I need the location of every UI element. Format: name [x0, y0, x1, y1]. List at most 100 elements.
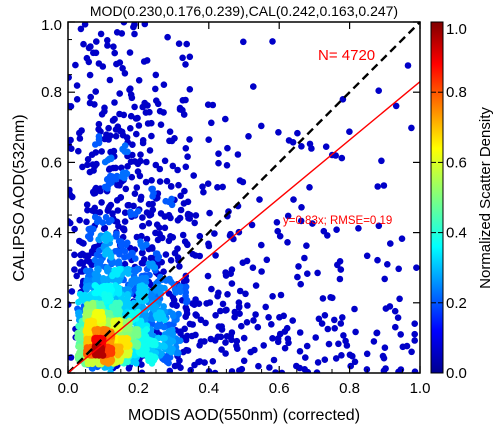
scatter-point — [370, 338, 378, 345]
scatter-point — [91, 186, 99, 193]
scatter-point — [302, 354, 309, 361]
scatter-point — [339, 314, 346, 321]
scatter-point — [223, 162, 231, 169]
scatter-point — [156, 165, 164, 173]
scatter-point — [245, 133, 252, 140]
scatter-point — [82, 267, 90, 275]
scatter-point — [319, 295, 327, 302]
scatter-point — [160, 342, 167, 349]
scatter-point — [135, 122, 143, 129]
scatter-point — [138, 361, 145, 368]
scatter-point — [112, 164, 119, 172]
scatter-point — [332, 152, 340, 159]
scatter-point — [91, 282, 99, 289]
scatter-point — [183, 306, 191, 314]
scatter-point — [254, 323, 262, 331]
scatter-point — [107, 369, 114, 373]
scatter-point — [202, 319, 209, 327]
scatter-point — [252, 282, 260, 289]
scatter-point — [166, 327, 173, 335]
scatter-point — [255, 362, 262, 370]
scatter-point — [212, 252, 219, 259]
scatter-point — [170, 296, 178, 304]
scatter-point — [90, 167, 97, 174]
scatter-point — [68, 219, 74, 227]
scatter-point — [175, 310, 182, 318]
scatter-point — [83, 283, 90, 290]
scatter-point — [397, 331, 405, 338]
scatter-point — [111, 115, 118, 123]
scatter-point — [119, 65, 126, 72]
scatter-point — [71, 266, 78, 273]
scatter-point — [411, 320, 419, 328]
scatter-point — [337, 320, 345, 327]
scatter-point — [121, 209, 129, 216]
scatter-point — [133, 339, 140, 346]
colorbar-label: Normalized Scatter Density — [477, 107, 494, 289]
scatter-point — [203, 300, 210, 307]
scatter-point — [121, 218, 129, 225]
scatter-point — [374, 183, 382, 190]
scatter-point — [222, 115, 229, 123]
scatter-point — [152, 85, 159, 93]
scatter-point — [88, 261, 95, 269]
scatter-point — [346, 128, 353, 135]
scatter-point — [297, 280, 305, 288]
scatter-point — [154, 100, 162, 108]
scatter-point — [240, 357, 248, 365]
scatter-point — [119, 169, 127, 177]
scatter-point — [189, 250, 197, 258]
scatter-point — [381, 275, 389, 283]
scatter-point — [83, 201, 91, 208]
scatter-point — [160, 268, 167, 276]
scatter-point — [298, 204, 305, 211]
scatter-point — [160, 356, 168, 364]
colorbar-tick-label: 0.8 — [446, 84, 467, 101]
scatter-point — [289, 317, 297, 324]
scatter-point — [301, 254, 308, 262]
scatter-point — [161, 224, 169, 232]
scatter-point — [120, 22, 128, 26]
scatter-point — [86, 226, 93, 234]
scatter-point — [136, 349, 144, 357]
scatter-point — [105, 124, 112, 132]
scatter-point — [290, 196, 297, 203]
scatter-point — [133, 184, 141, 191]
scatter-point — [97, 30, 105, 38]
scatter-point — [135, 77, 143, 84]
scatter-point — [219, 183, 226, 191]
scatter-point — [161, 334, 168, 342]
scatter-point — [172, 289, 180, 296]
scatter-point — [136, 283, 143, 290]
scatter-point — [181, 187, 188, 195]
scatter-point — [156, 178, 164, 185]
scatter-point — [128, 94, 136, 102]
scatter-point — [197, 316, 205, 324]
scatter-point — [312, 334, 320, 341]
scatter-point — [141, 311, 149, 319]
scatter-point — [104, 310, 112, 318]
scatter-point — [152, 304, 159, 312]
scatter-point — [143, 235, 151, 243]
y-axis-ticks: 0.0 0.2 0.4 0.6 0.8 1.0 — [41, 17, 420, 382]
scatter-point — [113, 218, 121, 226]
scatter-point — [234, 151, 242, 158]
scatter-point — [92, 88, 99, 95]
scatter-point — [324, 325, 332, 333]
scatter-point — [329, 294, 336, 302]
scatter-point — [120, 226, 128, 234]
scatter-point — [149, 245, 156, 252]
scatter-point — [355, 225, 362, 232]
scatter-point — [177, 192, 184, 200]
scatter-point — [208, 285, 215, 293]
scatter-point — [91, 270, 99, 278]
scatter-point — [303, 342, 311, 350]
scatter-point — [269, 335, 276, 342]
scatter-point — [139, 139, 147, 147]
scatter-point — [217, 307, 224, 315]
scatter-point — [205, 136, 212, 143]
scatter-point — [150, 189, 157, 197]
scatter-point — [75, 147, 82, 155]
scatter-point — [137, 151, 144, 158]
scatter-point — [87, 93, 94, 101]
